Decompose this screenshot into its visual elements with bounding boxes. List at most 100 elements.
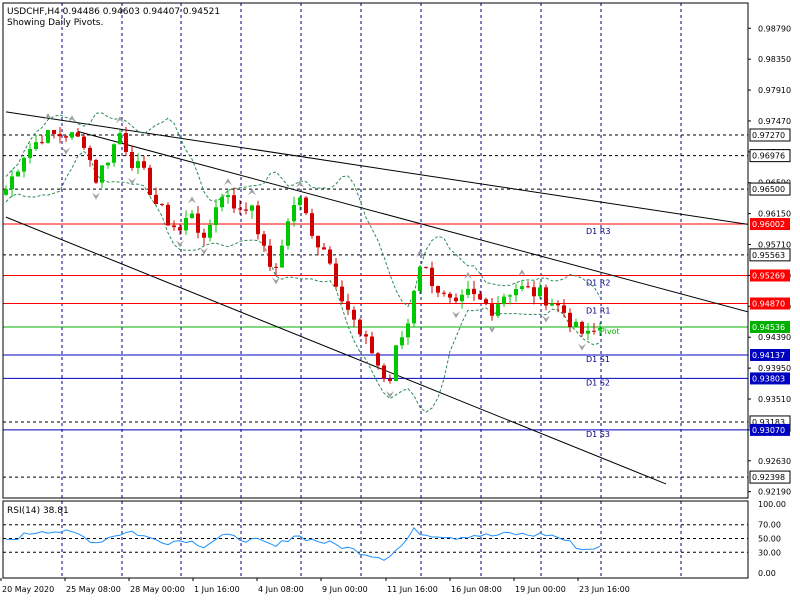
x-tick-label: 20 May 2020 (2, 585, 54, 594)
candle-body (166, 204, 170, 226)
pivot-name: D1 R1 (586, 307, 610, 316)
pivot-name: D1 S1 (586, 355, 610, 364)
y-tick-label: 0.98790 (758, 24, 791, 33)
candle-body (256, 205, 260, 235)
fractal-down-marker (128, 177, 136, 185)
fractal-down-marker (272, 277, 280, 285)
candle-body (226, 195, 230, 198)
x-tick-label: 9 Jun 00:00 (322, 585, 368, 594)
rsi-tick-label: 0.00 (758, 569, 776, 578)
candle-body (352, 309, 356, 320)
pivot-badge (750, 320, 790, 333)
candle-body (58, 133, 62, 137)
fractal-up-marker (68, 115, 76, 123)
candle-body (436, 286, 440, 293)
candle-body (310, 213, 314, 236)
pivot-badge (750, 269, 790, 282)
x-tick-label: 23 Jun 16:00 (579, 585, 630, 594)
candle-body (442, 292, 446, 294)
envelope-bands (5, 112, 601, 413)
candle-body (364, 334, 368, 337)
candle-body (100, 165, 104, 183)
rsi-tick-label: 50.00 (758, 535, 781, 544)
price-level-badge (749, 182, 791, 196)
main-panel-frame (2, 2, 749, 499)
candle-body (322, 247, 326, 250)
candle-body (484, 299, 488, 305)
candle-body (70, 132, 74, 138)
candle-body (40, 142, 44, 144)
time-axis: 20 May 2020 25 May 08:00 28 May 00:00 1 Jun… (0, 578, 630, 594)
pivot-name: D1 S2 (586, 378, 610, 387)
fractal-up-marker (44, 113, 52, 121)
fractal-up-marker (518, 269, 526, 277)
candle-body (532, 287, 536, 297)
candle-body (190, 213, 194, 219)
fractal-down-marker (542, 315, 550, 323)
pivot-badge-label: 0.94137 (752, 351, 785, 360)
candle-body (130, 151, 134, 168)
fractal-down-marker (578, 343, 586, 351)
candle-body (346, 301, 350, 310)
x-tick-label: 16 Jun 08:00 (451, 585, 502, 594)
rsi-tick-label: 30.00 (758, 548, 781, 557)
pivot-badge (750, 297, 790, 310)
candle-body (274, 266, 278, 268)
pivot-name: D1 R3 (586, 227, 610, 236)
candle-body (418, 266, 422, 292)
candle-body (16, 171, 20, 177)
candle-body (280, 245, 284, 268)
price-badges: 0.97270 0.96976 0.96500 0.95563 0.93183 0.923… (749, 128, 791, 484)
price-level-label: 0.96976 (752, 152, 785, 161)
trendline (5, 216, 667, 485)
candle-body (496, 304, 500, 316)
rsi-panel (3, 524, 748, 561)
candle-body (466, 288, 470, 295)
grid (61, 3, 682, 578)
candle-body (148, 167, 152, 195)
candle-body (298, 197, 302, 206)
candle-body (580, 321, 584, 334)
pivot-badge (750, 348, 790, 361)
fractal-up-marker (416, 249, 424, 257)
pivot-badge-label: 0.93803 (752, 374, 785, 383)
candle-body (244, 209, 248, 211)
pivot-name: D1 R2 (586, 278, 610, 287)
candle-body (508, 295, 512, 297)
envelope-lower (5, 150, 601, 413)
trendline (77, 131, 748, 313)
candle-body (262, 234, 266, 246)
y-tick-label: 0.94390 (758, 333, 791, 342)
candle-body (328, 249, 332, 264)
x-tick-label: 11 Jun 16:00 (387, 585, 438, 594)
candle-body (202, 232, 206, 238)
candle-body (154, 194, 158, 204)
fractal-down-marker (176, 240, 184, 248)
pivot-name: Pivot (600, 327, 620, 336)
candle-body (268, 245, 272, 267)
candle-body (514, 289, 518, 296)
price-level-badge (749, 149, 791, 163)
pivot-badge-label: 0.95269 (752, 271, 785, 280)
candle-body (544, 287, 548, 306)
pivot-badge-label: 0.96002 (752, 220, 785, 229)
rsi-tick-label: 70.00 (758, 521, 781, 530)
pivot-badge-label: 0.93070 (752, 426, 785, 435)
fractal-down-marker (386, 390, 394, 398)
candle-body (598, 328, 602, 331)
pivot-name: D1 S3 (586, 430, 610, 439)
candle-body (76, 132, 80, 137)
y-tick-label: 0.95710 (758, 241, 791, 250)
fractal-up-marker (188, 196, 196, 204)
fractal-down-marker (200, 247, 208, 255)
candle-body (106, 162, 110, 166)
price-level-badge (749, 128, 791, 142)
pivot-badge (750, 372, 790, 385)
trendlines (5, 111, 748, 485)
candle-body (472, 288, 476, 295)
candle-body (376, 353, 380, 366)
candle-body (586, 330, 590, 334)
candle-body (478, 294, 482, 300)
fractal-up-marker (224, 178, 232, 186)
